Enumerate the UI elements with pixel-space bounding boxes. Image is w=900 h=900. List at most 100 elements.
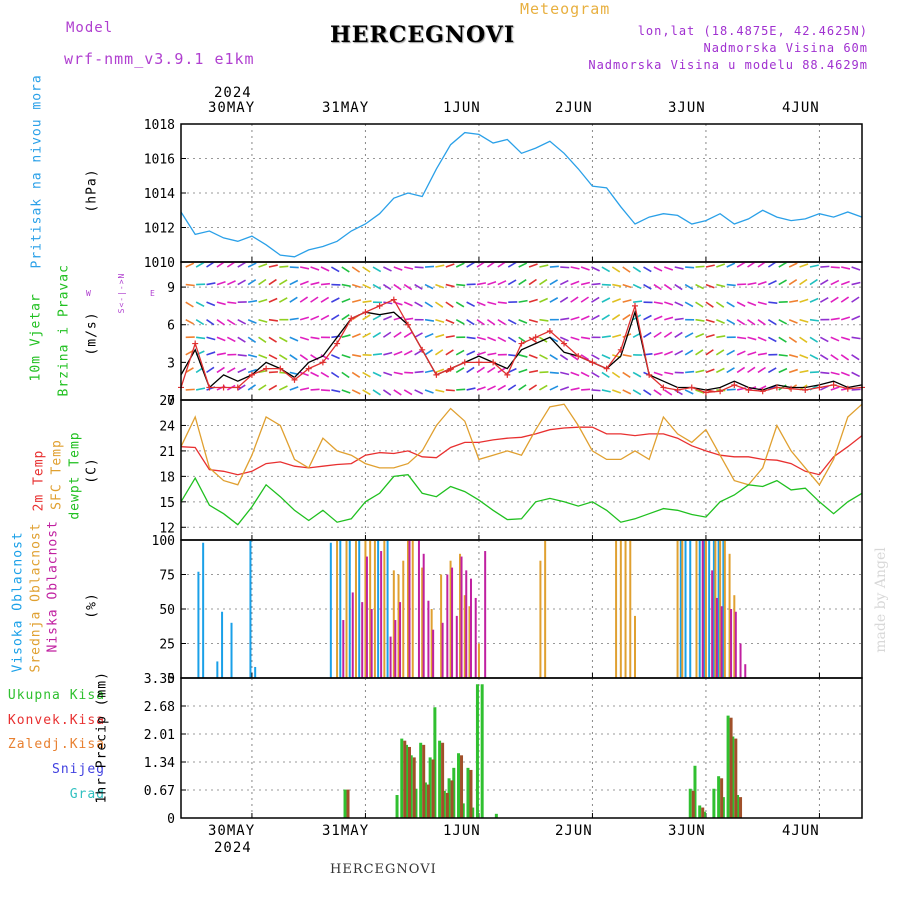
- wind-arrow: [185, 319, 195, 325]
- bar-konvek-kisa: [739, 797, 743, 818]
- gust-point: [844, 385, 851, 392]
- bar-srednja-oblacnost: [345, 540, 348, 678]
- wind-arrow: [382, 283, 392, 291]
- gust-point: [334, 340, 341, 347]
- wind-arrow: [736, 261, 746, 268]
- y-tick-label: 50: [159, 603, 175, 618]
- bar-niska-oblacnost: [389, 636, 392, 678]
- wind-arrow: [747, 282, 757, 286]
- model-name: wrf-nmm_v3.9.1 e1km: [64, 50, 255, 68]
- wind-arrow: [664, 350, 673, 356]
- wind-arrow: [695, 318, 705, 322]
- wind-arrow: [570, 371, 580, 377]
- bar-srednja-oblacnost: [407, 540, 409, 678]
- wind-arrow: [840, 371, 850, 377]
- wind-arrow: [612, 389, 622, 394]
- wind-arrow: [601, 297, 611, 303]
- bar-visoka-oblacnost: [712, 540, 715, 678]
- wind-arrow: [237, 354, 247, 357]
- y-tick-label: 0: [167, 394, 175, 409]
- bar-niska-oblacnost: [446, 574, 449, 678]
- wind-arrow: [549, 371, 559, 375]
- bar-srednja-oblacnost: [539, 560, 542, 678]
- bar-ukupna-kisa: [731, 736, 735, 818]
- gust-point: [717, 388, 724, 395]
- gust-point: [263, 365, 270, 372]
- year-label-bottom: 2024: [214, 840, 252, 856]
- wind-arrow: [799, 369, 809, 374]
- bar-ukupna-kisa: [693, 765, 697, 818]
- wind-arrow: [393, 266, 403, 271]
- legend-grad: Grad: [69, 787, 105, 802]
- wind-arrow: [258, 263, 268, 268]
- wind-arrow: [736, 366, 746, 374]
- wind-arrow: [195, 319, 205, 326]
- gust-point: [674, 386, 681, 393]
- wind-arrow: [341, 266, 350, 273]
- bar-srednja-oblacnost: [373, 540, 376, 678]
- wind-arrow: [466, 261, 475, 268]
- wind-arrow: [320, 389, 331, 392]
- wind-arrow: [799, 354, 809, 359]
- wind-arrow: [809, 354, 819, 360]
- series-line-speed: [180, 309, 863, 391]
- wind-arrow: [362, 314, 371, 321]
- wind-arrow: [591, 296, 600, 303]
- wind-arrow: [726, 367, 735, 374]
- bar-srednja-oblacnost: [463, 595, 466, 678]
- wind-arrow: [268, 278, 277, 286]
- wind-arrow: [653, 283, 662, 291]
- wind-arrow: [341, 298, 351, 303]
- y-tick-label: 21: [159, 445, 175, 460]
- wind-arrow: [497, 384, 507, 391]
- wind-arrow: [580, 336, 591, 340]
- bar-srednja-oblacnost: [477, 643, 480, 678]
- bar-visoka-oblacnost: [717, 540, 720, 678]
- wind-arrow: [664, 301, 674, 306]
- wind-arrow: [393, 331, 402, 338]
- y-tick-label: 1014: [144, 187, 175, 202]
- bar-konvek-kisa: [431, 759, 435, 818]
- gust-point: [277, 365, 284, 372]
- wind-arrow: [403, 350, 413, 356]
- wind-arrow: [206, 282, 216, 286]
- wind-arrow: [684, 349, 694, 356]
- bar-srednja-oblacnost: [733, 595, 736, 678]
- wind-arrow: [622, 283, 632, 289]
- wind-arrow: [747, 366, 756, 374]
- wind-arrow: [591, 266, 600, 272]
- wind-arrow: [549, 385, 559, 391]
- wind-arrow: [268, 354, 278, 360]
- bar-ukupna-kisa: [688, 788, 692, 818]
- wind-arrow: [539, 278, 548, 286]
- bar-srednja-oblacnost: [681, 540, 684, 678]
- bar-visoka-oblacnost: [254, 666, 257, 678]
- series-line-dewpt-temp: [180, 474, 863, 526]
- wind-arrow: [351, 333, 361, 339]
- wind-arrow: [632, 389, 642, 396]
- bar-niska-oblacnost: [455, 615, 458, 678]
- bar-ukupna-kisa: [409, 755, 413, 818]
- wind-arrow: [383, 371, 393, 377]
- bar-srednja-oblacnost: [728, 553, 731, 678]
- wind-arrow: [695, 283, 704, 290]
- wind-arrow: [351, 299, 362, 303]
- wind-arrow: [788, 336, 798, 343]
- bar-visoka-oblacnost: [684, 540, 687, 678]
- bar-niska-oblacnost: [394, 620, 397, 678]
- bar-konvek-kisa: [734, 738, 738, 818]
- wind-arrow: [383, 315, 393, 321]
- wind-arrow: [258, 298, 268, 303]
- wind-arrow: [289, 354, 298, 361]
- gust-point: [504, 371, 511, 378]
- wind-arrow: [528, 298, 538, 303]
- bar-niska-oblacnost: [365, 556, 368, 678]
- wind-arrow: [819, 297, 829, 303]
- bar-srednja-oblacnost: [336, 540, 339, 678]
- wind-arrow: [310, 315, 320, 321]
- wind-arrow: [289, 279, 299, 286]
- bar-ukupna-kisa: [452, 767, 456, 818]
- bar-srednja-oblacnost: [369, 540, 372, 678]
- wind-arrow: [778, 261, 787, 268]
- wind-arrow: [216, 366, 225, 374]
